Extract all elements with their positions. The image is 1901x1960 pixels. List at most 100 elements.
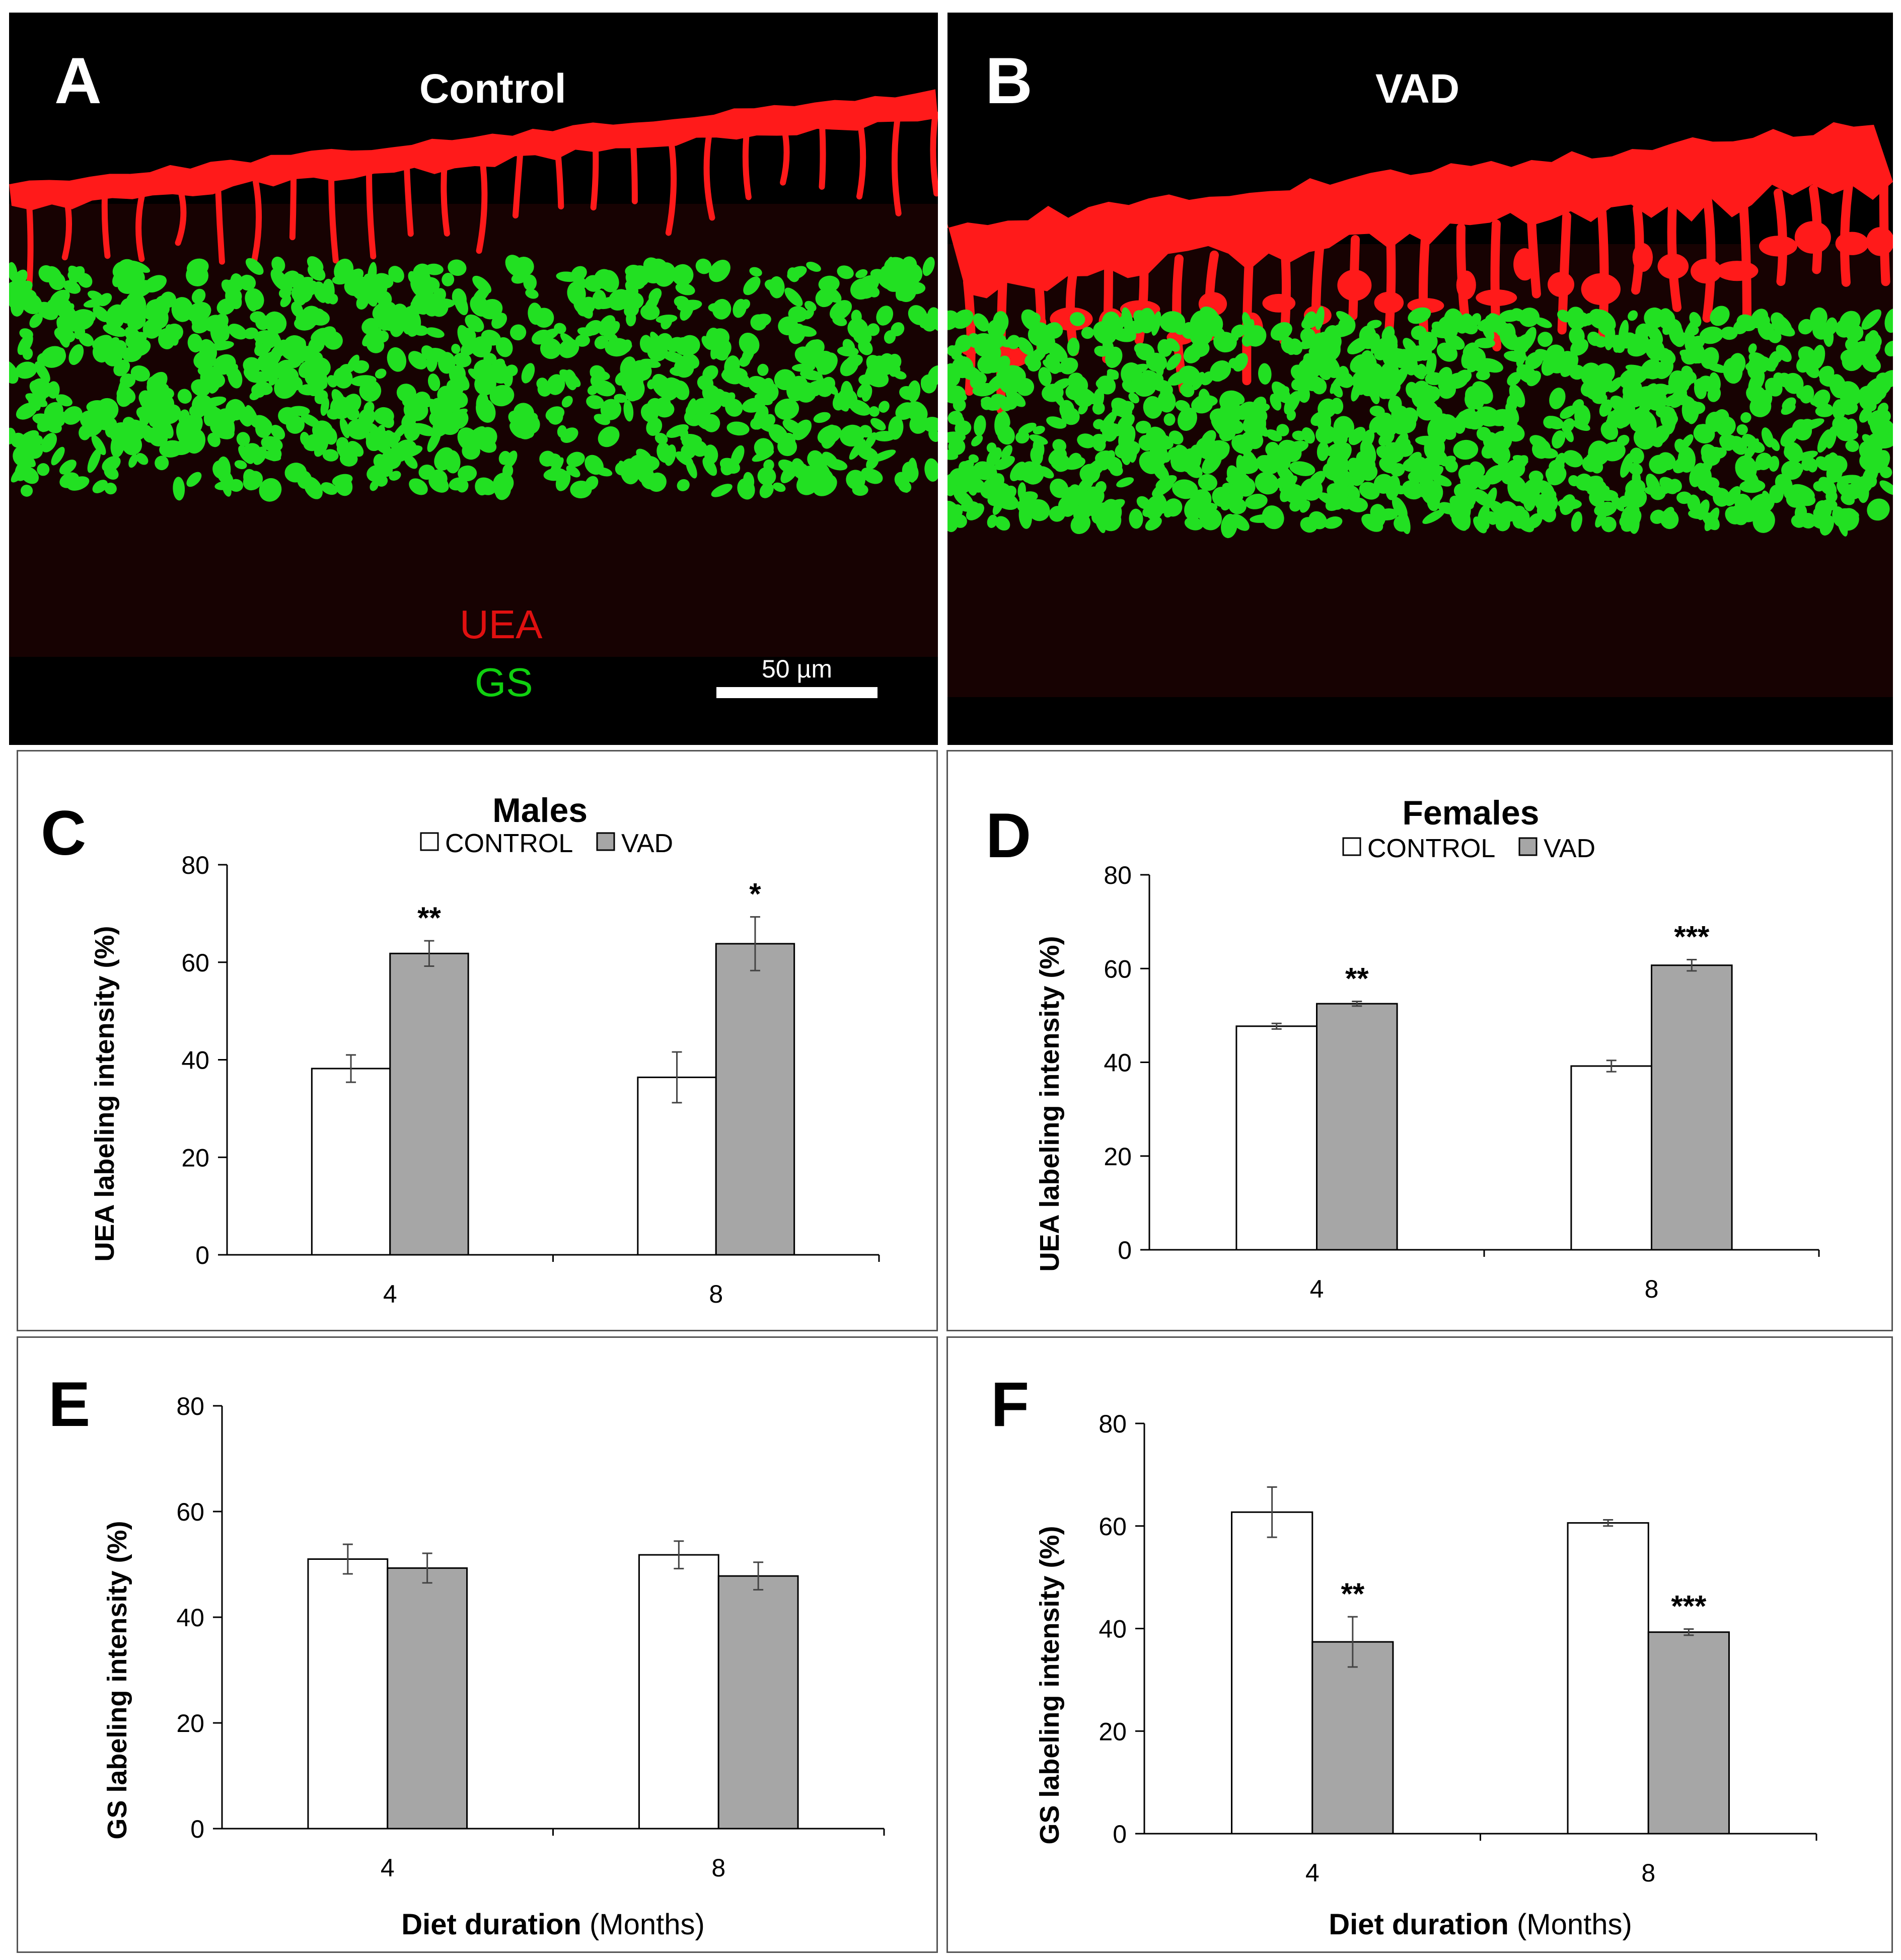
gs-cell [769, 276, 785, 298]
x-axis-label-unit: (Months) [1509, 1908, 1632, 1941]
gs-cell [1392, 411, 1414, 435]
gs-cell [1825, 490, 1838, 503]
gs-cell [1582, 456, 1599, 472]
significance-marker: ** [1341, 1577, 1364, 1611]
gs-cell [948, 391, 965, 409]
gs-cell [750, 314, 767, 331]
gs-cell [249, 391, 260, 401]
uea-strand [555, 148, 564, 210]
gs-cell [974, 415, 986, 436]
gs-cell [1370, 389, 1380, 405]
gs-cell [1006, 335, 1021, 349]
gs-cell [1333, 432, 1348, 446]
gs-cell [374, 407, 394, 425]
gs-cell [1134, 343, 1149, 355]
gs-cell [1241, 334, 1253, 347]
gs-cell [1068, 372, 1083, 385]
gs-cell [830, 300, 852, 321]
gs-cell [150, 383, 169, 400]
gs-cell [1331, 398, 1344, 414]
gs-cell [229, 479, 244, 492]
gs-cell [1255, 472, 1279, 495]
gs-cell [1790, 462, 1803, 475]
gs-cell [1549, 460, 1565, 473]
gs-cell [922, 257, 935, 276]
uea-strand [175, 186, 187, 246]
y-tick-label: 40 [181, 1046, 209, 1075]
gs-cell [1813, 481, 1824, 492]
gs-cell [1301, 427, 1315, 444]
y-tick-label: 80 [1104, 861, 1132, 889]
gs-cell [1579, 407, 1588, 421]
gs-cell [1300, 517, 1318, 533]
gs-cell [1495, 517, 1510, 532]
gs-cell [1477, 317, 1499, 332]
gs-cell [254, 381, 273, 395]
gs-cell [1128, 393, 1139, 404]
gs-cell [29, 380, 47, 398]
gs-cell [498, 450, 511, 465]
gs-cell [757, 467, 776, 486]
gs-cell [1688, 326, 1699, 336]
gs-cell [213, 314, 229, 330]
gs-cell [1196, 437, 1219, 460]
gs-cell [709, 260, 730, 282]
gs-cell [1466, 490, 1477, 507]
gs-cell [322, 449, 339, 462]
gs-cell [1560, 405, 1577, 419]
uea-strand [590, 144, 599, 211]
gs-cell [849, 399, 871, 416]
gs-cell [1859, 396, 1877, 412]
gs-cell [1061, 487, 1080, 505]
gs-cell [1262, 505, 1284, 530]
gs-cell [1552, 430, 1566, 449]
gs-cell [117, 378, 128, 403]
gs-cell [1297, 385, 1310, 403]
gs-cell [600, 270, 619, 292]
gs-cell [260, 350, 279, 365]
gs-cell [1198, 474, 1217, 491]
gs-cell [1681, 365, 1693, 379]
gs-cell [1748, 370, 1765, 394]
gs-cell [951, 342, 963, 360]
gs-cell [1231, 324, 1247, 338]
gs-cell [1213, 327, 1225, 340]
bar-vad [1311, 1641, 1394, 1835]
panel-label-b: B [985, 44, 1033, 117]
gs-cell [1672, 456, 1691, 474]
gs-cell [238, 406, 253, 427]
gs-cell [1318, 408, 1332, 432]
gs-cell [428, 475, 449, 493]
gs-cell [639, 335, 653, 353]
gs-cell [1348, 427, 1366, 445]
gs-cell [784, 287, 803, 307]
gs-cell [186, 264, 209, 286]
uea-strand [665, 137, 677, 236]
gs-cell [972, 333, 997, 352]
gs-cell [646, 417, 663, 436]
gs-cell [317, 326, 336, 345]
gs-cell [1819, 374, 1836, 387]
gs-cell [1175, 323, 1187, 335]
gs-cell [1102, 312, 1120, 332]
gs-cell [375, 368, 387, 379]
gs-cell [200, 366, 223, 389]
gs-cell [739, 355, 751, 367]
gs-cell [1145, 495, 1164, 520]
legend-label-vad: VAD [621, 829, 673, 858]
gs-cell [1005, 390, 1026, 407]
x-tick-label: 8 [709, 1280, 723, 1308]
gs-cell [83, 298, 107, 308]
gs-cell [1116, 477, 1134, 488]
gs-cell [1308, 344, 1326, 356]
gs-cell [1192, 371, 1205, 391]
gs-cell [311, 359, 328, 376]
gs-cell [312, 420, 333, 441]
gs-cell [448, 259, 467, 276]
gs-cell [1823, 454, 1837, 468]
legend-swatch-control [1342, 837, 1361, 856]
gs-cell [1676, 491, 1692, 504]
gs-cell [686, 459, 697, 479]
gs-cell [245, 258, 264, 275]
gs-cell [259, 478, 282, 502]
